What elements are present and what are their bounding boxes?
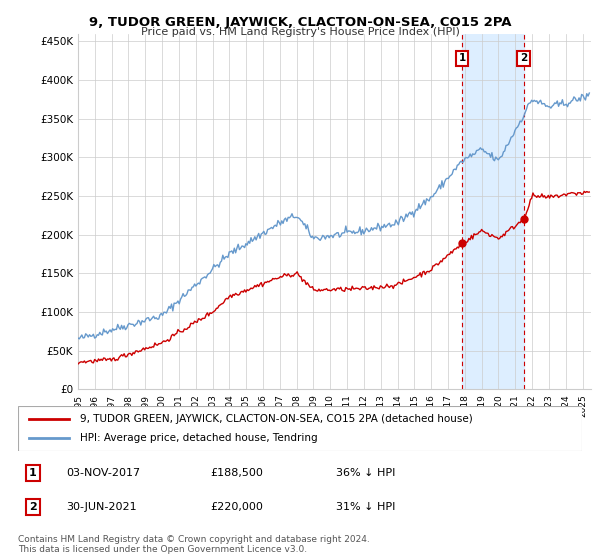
Text: £220,000: £220,000 <box>210 502 263 512</box>
Text: £188,500: £188,500 <box>210 468 263 478</box>
Text: 9, TUDOR GREEN, JAYWICK, CLACTON-ON-SEA, CO15 2PA (detached house): 9, TUDOR GREEN, JAYWICK, CLACTON-ON-SEA,… <box>80 413 473 423</box>
Text: Price paid vs. HM Land Registry's House Price Index (HPI): Price paid vs. HM Land Registry's House … <box>140 27 460 37</box>
Text: 2: 2 <box>520 53 527 63</box>
Point <box>457 239 467 248</box>
Text: 30-JUN-2021: 30-JUN-2021 <box>66 502 137 512</box>
Text: HPI: Average price, detached house, Tendring: HPI: Average price, detached house, Tend… <box>80 433 317 444</box>
Text: 1: 1 <box>29 468 37 478</box>
Text: 1: 1 <box>458 53 466 63</box>
Bar <box>462 34 524 389</box>
Text: 03-NOV-2017: 03-NOV-2017 <box>66 468 140 478</box>
Text: Contains HM Land Registry data © Crown copyright and database right 2024.
This d: Contains HM Land Registry data © Crown c… <box>18 535 370 554</box>
Point <box>519 214 529 223</box>
Text: 36% ↓ HPI: 36% ↓ HPI <box>336 468 395 478</box>
Text: 9, TUDOR GREEN, JAYWICK, CLACTON-ON-SEA, CO15 2PA: 9, TUDOR GREEN, JAYWICK, CLACTON-ON-SEA,… <box>89 16 511 29</box>
FancyBboxPatch shape <box>18 406 582 451</box>
Text: 2: 2 <box>29 502 37 512</box>
Text: 31% ↓ HPI: 31% ↓ HPI <box>336 502 395 512</box>
